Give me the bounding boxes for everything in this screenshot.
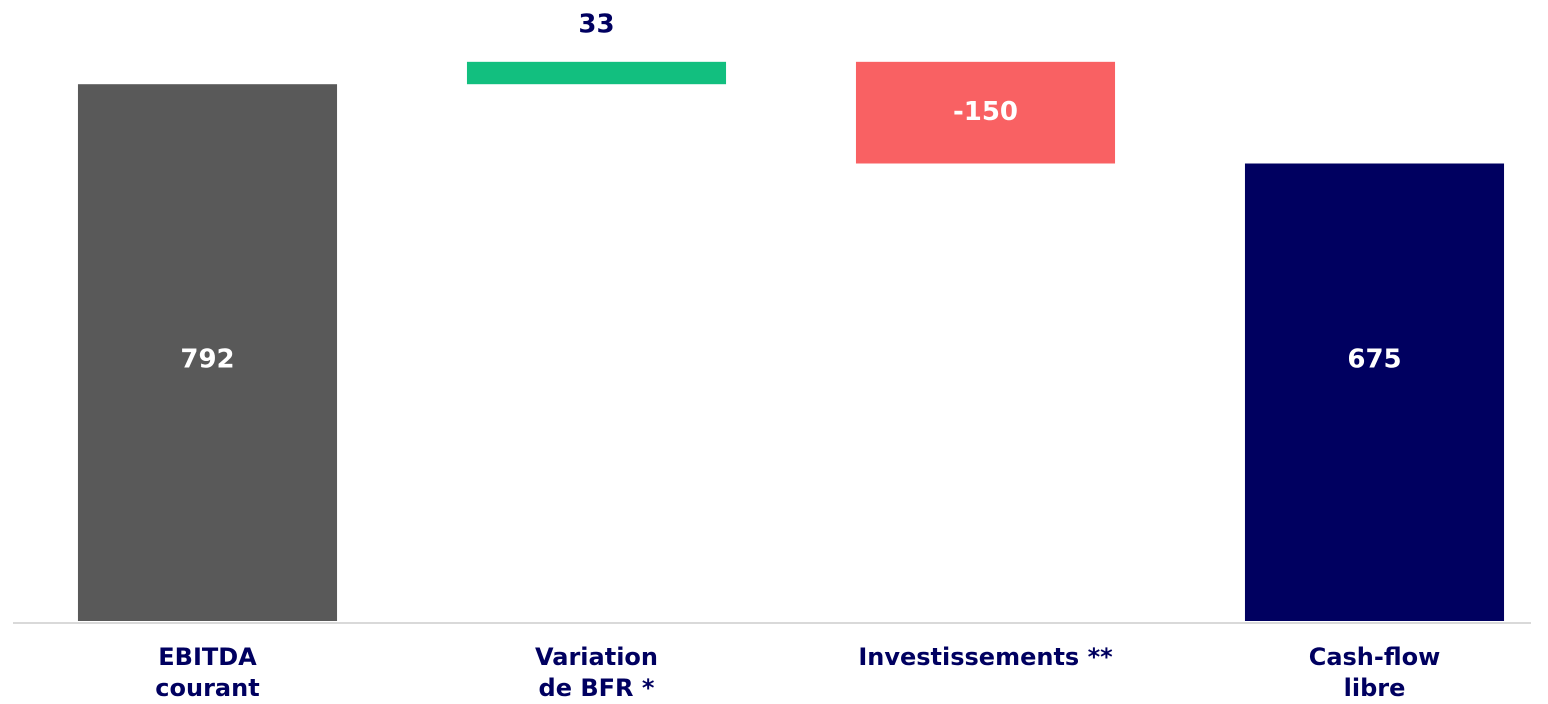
value-label: 792 [180, 345, 234, 375]
bar [466, 61, 727, 85]
x-tick-label: Variation de BFR * [535, 643, 658, 702]
value-label: 33 [578, 9, 614, 39]
x-tick-label: Cash-flow libre [1308, 643, 1441, 702]
bar [1244, 163, 1505, 621]
bar [855, 61, 1116, 164]
x-tick-label: Investissements ** [858, 643, 1113, 671]
value-label: 675 [1347, 345, 1401, 375]
value-label: -150 [953, 97, 1018, 127]
bar [77, 84, 338, 621]
x-tick-label: EBITDA courant [155, 643, 260, 702]
